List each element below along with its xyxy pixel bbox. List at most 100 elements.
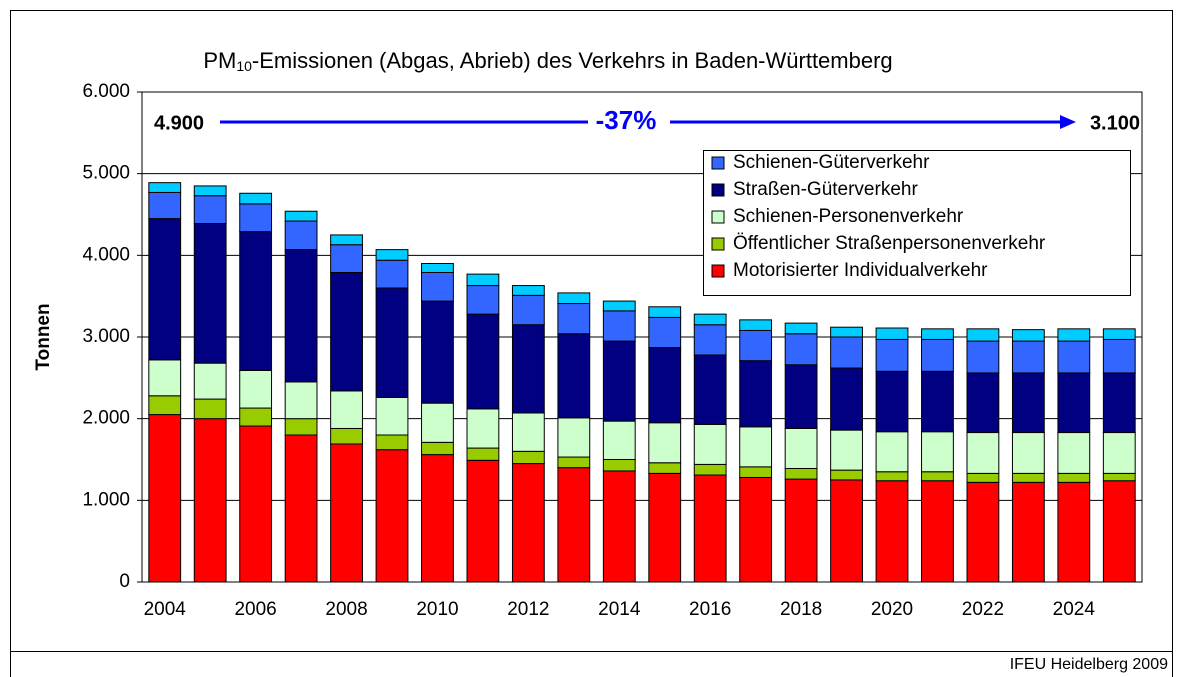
- bar-segment: [375, 259, 409, 289]
- bar-segment: [1057, 328, 1091, 342]
- bar-segment: [330, 427, 363, 445]
- bar-segment: [830, 336, 863, 369]
- x-tick-label: 2022: [962, 599, 1004, 620]
- bar-segment: [284, 249, 318, 383]
- bar-segment: [830, 429, 863, 471]
- bar-segment: [693, 463, 727, 476]
- y-tick-label: 6.000: [82, 81, 130, 102]
- bar-segment: [1102, 328, 1136, 340]
- legend-swatch: [711, 210, 725, 224]
- x-tick-label: 2010: [416, 599, 458, 620]
- legend-swatch: [711, 264, 725, 278]
- bar-segment: [1011, 472, 1045, 483]
- y-tick-label: 3.000: [82, 326, 130, 347]
- bar-segment: [193, 185, 227, 197]
- bar-segment: [511, 285, 545, 296]
- bar-segment: [739, 466, 773, 478]
- bar-segment: [921, 328, 954, 340]
- bar-segment: [875, 471, 909, 482]
- bar-segment: [466, 285, 500, 315]
- bar-segment: [511, 324, 545, 414]
- bar-segment: [921, 431, 954, 473]
- bar-segment: [148, 218, 182, 361]
- bar-segment: [966, 340, 1000, 374]
- bar-segment: [239, 231, 273, 371]
- plot-border: [141, 91, 1143, 583]
- bar-segment: [648, 316, 682, 349]
- bar-segment: [284, 418, 318, 436]
- bar-segment: [602, 459, 636, 472]
- bar-segment: [648, 472, 682, 583]
- bar-segment: [284, 434, 318, 583]
- x-tick-label: 2018: [780, 599, 822, 620]
- y-tick-label: 1.000: [82, 489, 130, 510]
- bar-segment: [784, 333, 818, 366]
- bar-segment: [1102, 432, 1136, 474]
- bar-segment: [375, 249, 409, 261]
- bar-segment: [1011, 329, 1045, 342]
- bar-segment: [375, 396, 409, 436]
- bar-segment: [1057, 340, 1091, 374]
- bar-segment: [421, 263, 454, 273]
- bar-segment: [557, 333, 591, 419]
- legend-label: Schienen-Personenverkehr: [733, 206, 964, 227]
- legend-swatch: [711, 237, 725, 251]
- bar-segment: [330, 390, 363, 429]
- bar-segment: [693, 313, 727, 326]
- bar-segment: [148, 414, 182, 583]
- x-tick-label: 2004: [144, 599, 187, 620]
- bar-segment: [739, 319, 773, 331]
- bar-segment: [693, 423, 727, 465]
- bar-segment: [375, 434, 409, 451]
- bar-segment: [284, 220, 318, 251]
- bar-segment: [375, 449, 409, 583]
- bar-segment: [966, 481, 1000, 583]
- bar-segment: [511, 412, 545, 452]
- bar-segment: [239, 425, 273, 583]
- bar-segment: [148, 182, 182, 193]
- bar-segment: [330, 244, 363, 273]
- bar-segment: [375, 287, 409, 398]
- bar-segment: [830, 469, 863, 481]
- bar-segment: [1011, 481, 1045, 583]
- y-tick-label: 4.000: [82, 244, 130, 265]
- bar-segment: [966, 372, 1000, 434]
- bar-segment: [1057, 481, 1091, 583]
- bar-segment: [193, 195, 227, 224]
- bar-segment: [739, 426, 773, 468]
- annotation-end: 3.100: [1090, 112, 1140, 134]
- bar-segment: [557, 417, 591, 458]
- bar-segment: [557, 456, 591, 469]
- bar-segment: [921, 370, 954, 433]
- x-tick-label: 2016: [689, 599, 731, 620]
- bar-segment: [1102, 472, 1136, 482]
- annotation-change: -37%: [596, 105, 657, 135]
- legend-label: Öffentlicher Straßenpersonenverkehr: [733, 233, 1046, 254]
- bar-segment: [1057, 472, 1091, 483]
- bar-segment: [193, 418, 227, 583]
- bar-segment: [921, 471, 954, 482]
- title-subscript: 10: [236, 58, 252, 74]
- bar-segment: [1011, 372, 1045, 434]
- bar-segment: [511, 294, 545, 326]
- bar-segment: [1102, 338, 1136, 374]
- bar-segment: [239, 407, 273, 427]
- bar-segment: [193, 222, 227, 364]
- annotation-start: 4.900: [154, 112, 204, 134]
- bar-segment: [784, 322, 818, 335]
- bar-segment: [830, 326, 863, 338]
- x-tick-label: 2014: [598, 599, 641, 620]
- bar-segment: [830, 367, 863, 431]
- title-part: PM: [203, 48, 236, 73]
- bar-segment: [466, 313, 500, 410]
- bar-segment: [148, 395, 182, 416]
- bar-segment: [421, 300, 454, 404]
- bar-segment: [557, 467, 591, 583]
- y-axis-label: Tonnen: [33, 303, 54, 370]
- bar-segment: [784, 364, 818, 429]
- bar-segment: [784, 467, 818, 480]
- bar-segment: [466, 408, 500, 449]
- bar-segment: [921, 338, 954, 372]
- bar-segment: [421, 441, 454, 456]
